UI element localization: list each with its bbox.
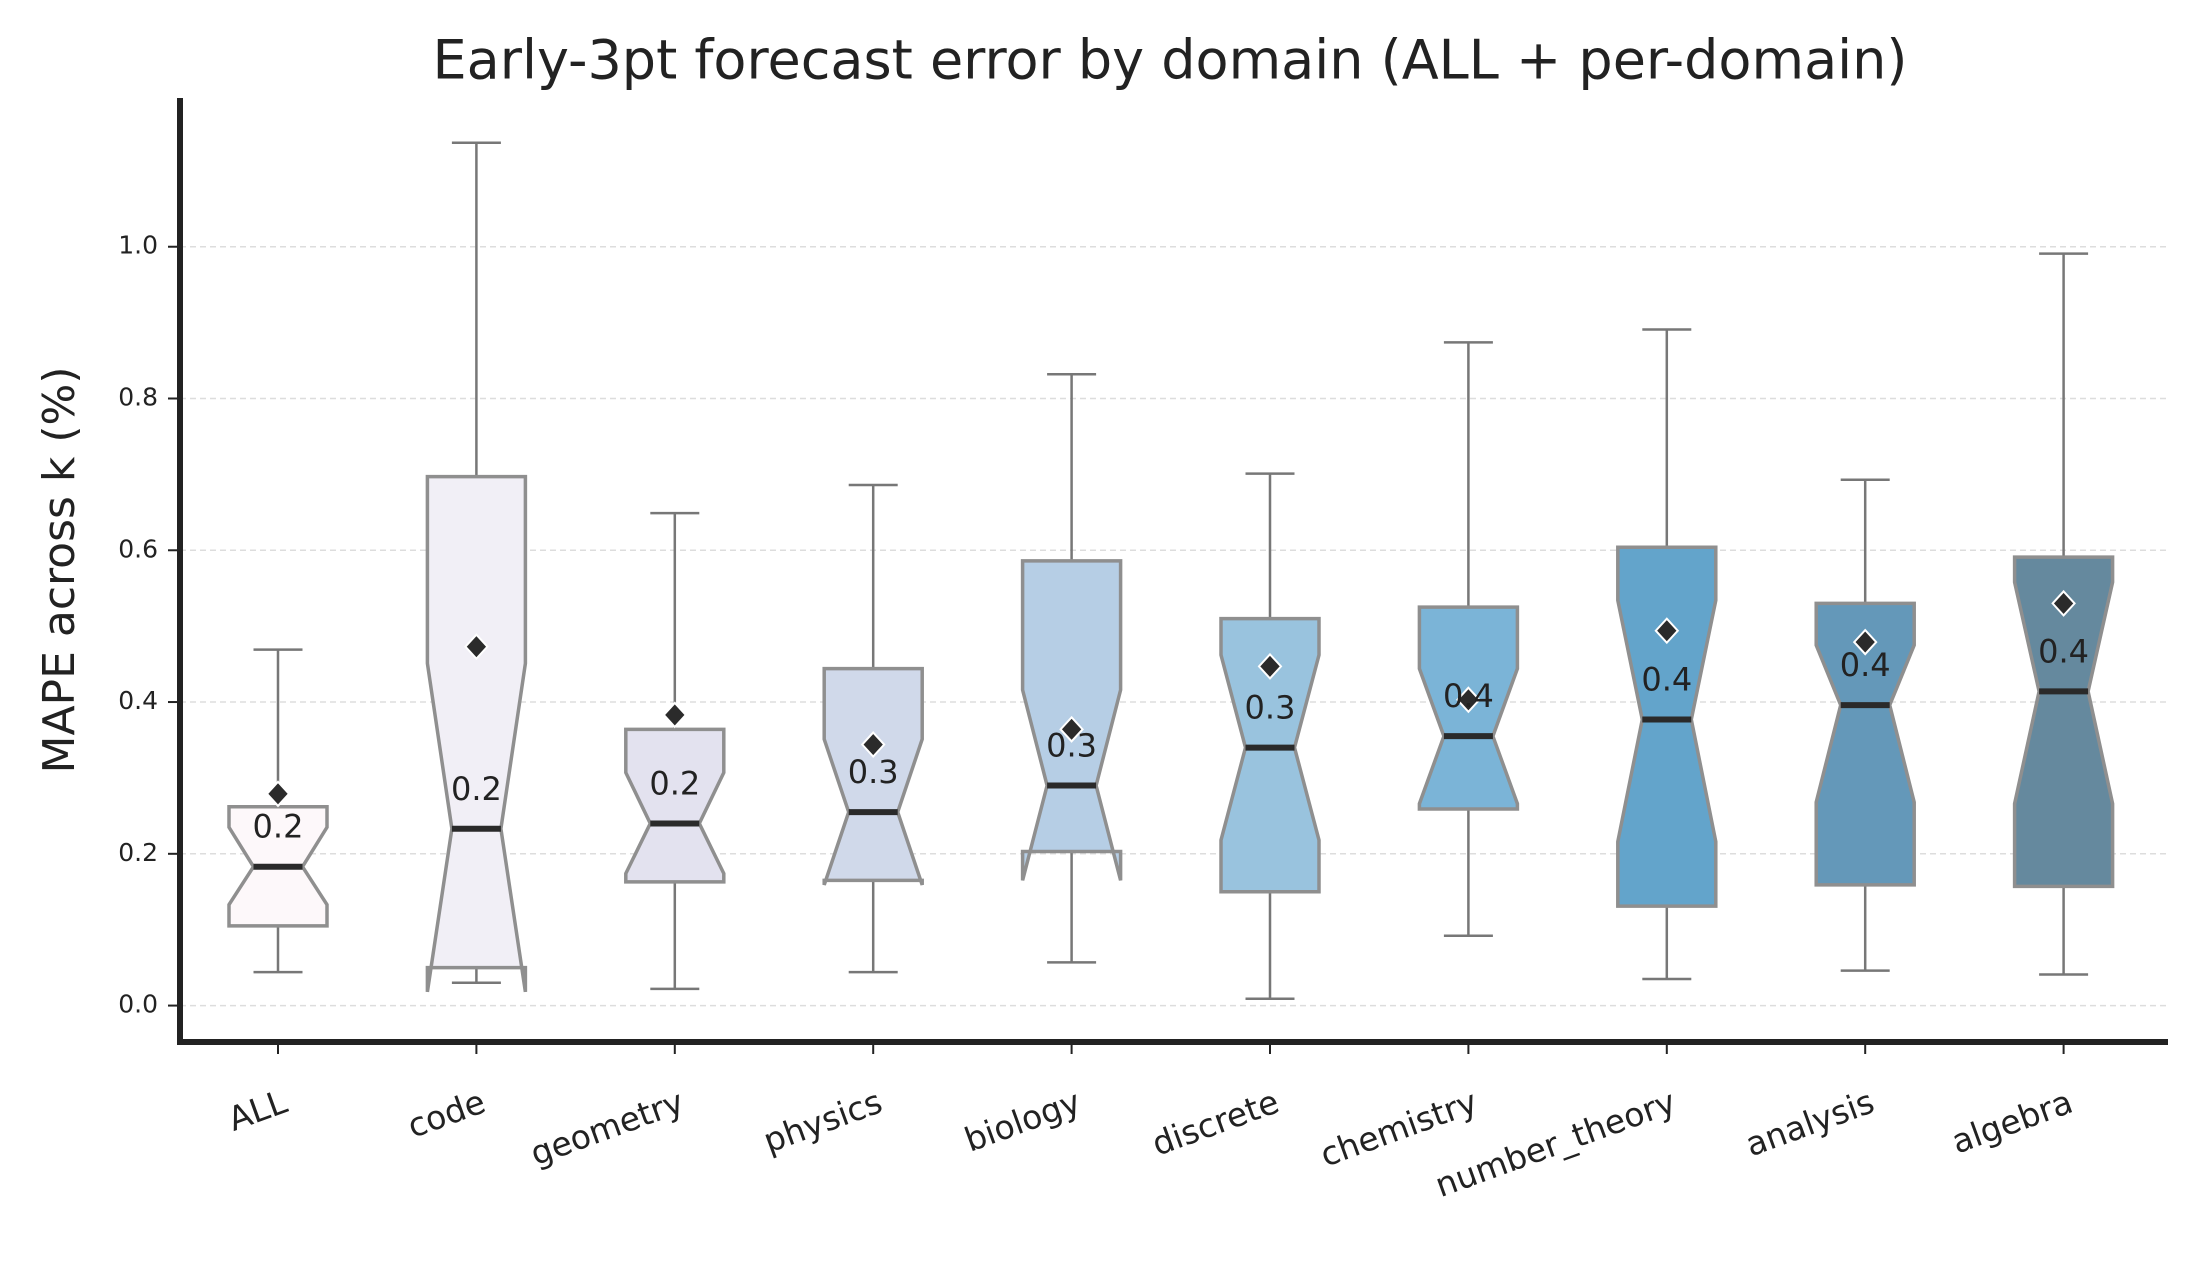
x-tick-label: ALL bbox=[223, 1082, 293, 1139]
x-tick-label: geometry bbox=[525, 1082, 689, 1173]
mean-marker bbox=[1852, 628, 1878, 656]
box bbox=[2012, 555, 2115, 889]
y-axis-label: MAPE across k (%) bbox=[34, 366, 85, 773]
median-label: 0.3 bbox=[848, 753, 899, 791]
median-label: 0.3 bbox=[1046, 727, 1097, 765]
mean-marker bbox=[464, 633, 489, 661]
x-tick-label: biology bbox=[959, 1082, 1085, 1160]
box bbox=[1616, 545, 1718, 908]
x-tick-label: analysis bbox=[1740, 1082, 1879, 1164]
mean-marker bbox=[662, 701, 688, 729]
mean-marker bbox=[1059, 715, 1084, 743]
y-tick-label: 0.4 bbox=[118, 686, 158, 715]
chart-title: Early-3pt forecast error by domain (ALL … bbox=[433, 29, 1908, 92]
mean-marker bbox=[1257, 652, 1283, 680]
y-tick-label: 1.0 bbox=[118, 231, 158, 260]
median-label: 0.3 bbox=[1245, 689, 1296, 727]
mean-marker bbox=[1654, 617, 1680, 645]
mean-marker bbox=[1456, 686, 1481, 714]
x-tick-label: algebra bbox=[1946, 1082, 2077, 1162]
y-tick-label: 0.8 bbox=[118, 383, 158, 412]
box bbox=[624, 727, 726, 884]
y-tick-label: 0.2 bbox=[118, 838, 158, 867]
x-tick-label: code bbox=[402, 1082, 490, 1146]
mean-marker bbox=[265, 780, 291, 808]
box bbox=[1219, 616, 1321, 894]
median-label: 0.2 bbox=[253, 808, 304, 846]
box bbox=[822, 666, 924, 886]
x-tick-label: discrete bbox=[1147, 1082, 1284, 1164]
box bbox=[425, 474, 528, 993]
median-label: 0.4 bbox=[1443, 677, 1494, 715]
median-label: 0.4 bbox=[2038, 632, 2089, 670]
median-label: 0.2 bbox=[649, 764, 700, 802]
median-label: 0.4 bbox=[1840, 646, 1891, 684]
box bbox=[1814, 601, 1916, 887]
median-label: 0.2 bbox=[451, 770, 502, 808]
y-tick-label: 0.0 bbox=[118, 990, 158, 1019]
mean-marker bbox=[860, 731, 886, 759]
median-label: 0.4 bbox=[1641, 660, 1692, 698]
mean-marker bbox=[2051, 589, 2076, 617]
y-tick-label: 0.6 bbox=[118, 534, 158, 563]
x-tick-label: physics bbox=[758, 1082, 887, 1161]
